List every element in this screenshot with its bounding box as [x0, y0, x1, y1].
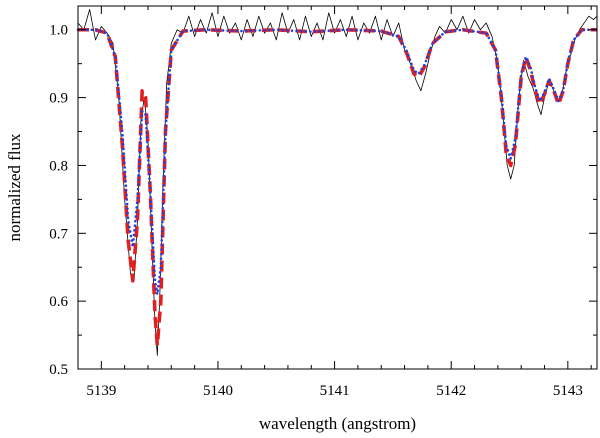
x-tick-label: 5142: [436, 383, 466, 399]
x-tick-label: 5141: [320, 383, 350, 399]
y-tick-label: 0.8: [49, 158, 68, 174]
x-tick-label: 5143: [553, 383, 583, 399]
plot-series: [76, 8, 599, 356]
y-tick-label: 0.9: [49, 91, 68, 107]
y-tick-label: 0.6: [49, 294, 68, 310]
x-axis-ticks: 5139 5140 5141 5142 5143: [77, 6, 592, 399]
x-tick-label: 5140: [203, 383, 233, 399]
y-tick-label: 0.7: [49, 226, 68, 242]
x-tick-label: 5139: [86, 383, 116, 399]
y-tick-label: 1.0: [49, 23, 68, 39]
model-dashed-line: [78, 27, 597, 348]
plot-frame: [77, 5, 598, 370]
x-axis-title: wavelength (angstrom): [259, 414, 416, 433]
model-dotted-line: [76, 28, 599, 296]
y-axis-ticks: 0.5 0.6 0.7 0.8 0.9 1.0: [49, 23, 597, 378]
y-axis-title: normalized flux: [5, 133, 24, 242]
y-tick-label: 0.5: [49, 362, 68, 378]
